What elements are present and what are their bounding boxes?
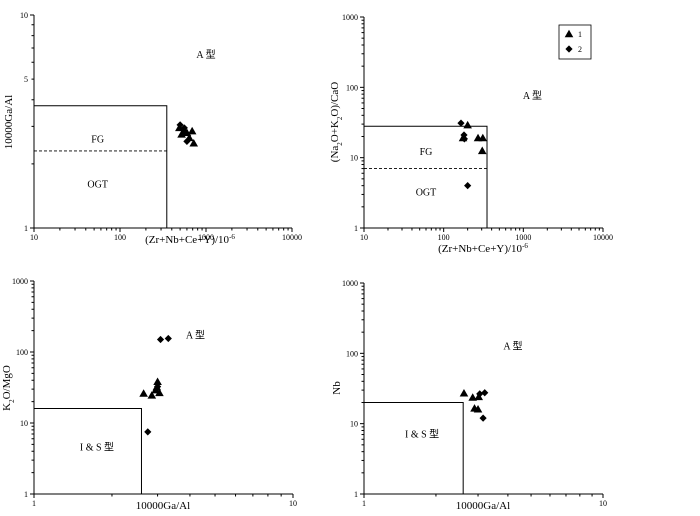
panel-2-triangle-point [463, 120, 472, 129]
panel-4-diamond-point [479, 414, 487, 422]
panel-4-diamond-point [481, 389, 489, 397]
panel-4-x-tick-label: 1 [362, 499, 366, 508]
panel-3-x-axis-label: 10000Ga/Al [136, 500, 190, 512]
panel-2-y-axis-label: (Na2O+K2O)/CaO [329, 82, 344, 162]
panel-2-diamond-point [457, 119, 465, 127]
panel-2-field-boundary [364, 125, 488, 228]
legend-label: 1 [578, 30, 582, 39]
panel-2-triangle-point [477, 146, 487, 155]
panel-3-diamond-point [164, 334, 172, 343]
panel-4-triangle-point [468, 393, 478, 401]
legend-triangle-marker [564, 29, 574, 38]
panel-3-diamond-point [156, 335, 165, 344]
panel-4-y-tick-label: 10 [350, 420, 358, 429]
panel-1-y-axis-label: 10000Ga/Al [3, 95, 15, 149]
panel-1-triangle-point [189, 138, 199, 147]
panel-1-x-axis-label: (Zr+Nb+Ce+Y)/10-6 [145, 233, 235, 246]
panel-3-triangle-point [147, 391, 157, 399]
panel-4-y-axis-label: Nb [331, 381, 343, 395]
panel-1-x-tick-label: 10 [30, 233, 38, 242]
panel-4-y-tick-label: 1000 [342, 279, 358, 288]
panel-1-diamond-point [176, 121, 184, 129]
panel-2-y-tick-label: 1 [354, 224, 358, 233]
panel-3-y-tick-label: 1000 [12, 277, 28, 286]
panel-3-triangle-point [155, 388, 164, 397]
panel-1-y-tick-label: 5 [24, 75, 28, 84]
legend-diamond-marker [565, 45, 573, 53]
panel-3-triangle-point [153, 377, 162, 386]
panel-4-diamond-point [476, 390, 484, 398]
panel-2-x-tick-label: 10 [360, 233, 368, 242]
panel-1-region-label: FG [91, 135, 104, 146]
panel-1-x-tick-label: 100 [114, 233, 126, 242]
panel-2-region-label: A 型 [523, 89, 542, 102]
panel-2-y-tick-label: 1000 [342, 13, 358, 22]
panel-1-x-tick-label: 1000 [198, 233, 214, 242]
panel-1-triangle-point [187, 126, 197, 135]
panel-4-triangle-point [459, 389, 469, 397]
panel-1-y-tick-label: 10 [20, 11, 28, 20]
panel-4-triangle-point [473, 405, 483, 413]
panel-4-y-tick-label: 100 [346, 349, 358, 358]
panel-2-triangle-point [478, 133, 488, 142]
panel-3-y-tick-label: 1 [24, 490, 28, 499]
panel-1-field-boundary [34, 105, 168, 228]
panel-3-region-label: A 型 [186, 329, 205, 342]
panel-3-y-tick-label: 100 [16, 348, 28, 357]
panel-3-diamond-point [144, 428, 152, 436]
panel-3-y-axis-label: K2O/MgO [1, 365, 16, 411]
panel-2-x-tick-label: 10000 [593, 233, 613, 242]
panel-2-region-label: FG [420, 147, 433, 158]
panel-3-diamond-point [153, 383, 162, 391]
panel-3-x-tick-label: 1 [32, 499, 36, 508]
panel-4-region-label: I & S 型 [405, 428, 439, 441]
panel-2-diamond-point [464, 182, 472, 190]
panel-3-field-boundary [34, 408, 142, 494]
panel-1-region-label: A 型 [196, 48, 215, 61]
panel-4-x-tick-label: 10 [599, 499, 607, 508]
panel-3-triangle-point [139, 389, 148, 397]
panel-2-x-axis-label: (Zr+Nb+Ce+Y)/10-6 [438, 242, 528, 255]
panel-1-region-label: OGT [87, 180, 108, 191]
panel-2-diamond-point [460, 135, 468, 143]
panel-3-y-tick-label: 10 [20, 419, 28, 428]
panel-1-diamond-point [180, 124, 188, 132]
panel-4-field-boundary [364, 401, 464, 494]
panel-2-y-tick-label: 10 [350, 154, 358, 163]
panel-1-diamond-point [183, 137, 191, 146]
panel-2-x-tick-label: 1000 [515, 233, 531, 242]
panel-4-x-axis-label: 10000Ga/Al [456, 500, 510, 512]
panel-4-y-tick-label: 1 [354, 490, 358, 499]
panel-3-x-tick-label: 10 [289, 499, 297, 508]
panel-1-x-tick-label: 10000 [282, 233, 302, 242]
panel-4-region-label: A 型 [503, 340, 522, 353]
legend-label: 2 [578, 45, 582, 54]
panel-2-y-tick-label: 100 [346, 83, 358, 92]
legend-box [558, 24, 592, 60]
panel-2-x-tick-label: 100 [438, 233, 450, 242]
panel-1-y-tick-label: 1 [24, 224, 28, 233]
panel-2-region-label: OGT [416, 187, 437, 198]
panel-3-region-label: I & S 型 [80, 441, 114, 454]
